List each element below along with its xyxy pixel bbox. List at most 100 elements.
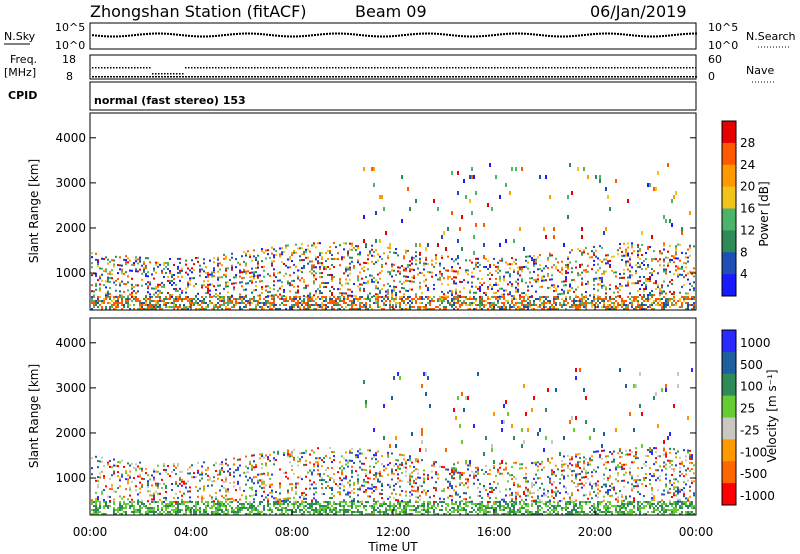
echo-cell — [425, 247, 427, 251]
echo-cell — [521, 292, 523, 295]
echo-cell — [119, 294, 121, 297]
echo-cell — [327, 507, 329, 509]
echo-cell — [517, 308, 519, 310]
echo-cell — [155, 308, 157, 310]
echo-cell — [359, 448, 361, 451]
echo-cell — [375, 488, 377, 491]
echo-cell — [255, 270, 257, 273]
echo-cell — [167, 464, 169, 467]
echo-cell — [455, 288, 457, 291]
echo-cell — [419, 302, 421, 304]
echo-cell — [121, 513, 123, 515]
echo-cell — [529, 296, 531, 298]
echo-cell — [573, 278, 575, 281]
echo-cell — [605, 270, 607, 273]
echo-cell — [375, 501, 377, 503]
echo-cell — [633, 298, 635, 300]
echo-cell — [217, 501, 219, 503]
echo-cell — [129, 501, 131, 503]
echo-cell — [645, 252, 647, 255]
freq-point — [551, 67, 553, 69]
echo-cell — [265, 300, 267, 302]
echo-cell — [569, 289, 571, 292]
echo-cell — [585, 283, 587, 286]
echo-cell — [151, 287, 153, 290]
echo-cell — [371, 308, 373, 310]
echo-cell — [163, 462, 165, 465]
echo-cell — [501, 306, 503, 308]
echo-cell — [95, 491, 97, 494]
echo-cell — [591, 256, 593, 259]
echo-cell — [233, 481, 235, 484]
echo-cell — [173, 496, 175, 499]
echo-cell — [593, 279, 595, 282]
beam-title: Beam 09 — [355, 2, 427, 21]
echo-cell — [455, 302, 457, 304]
echo-cell — [181, 509, 183, 511]
echo-cell — [171, 488, 173, 491]
echo-cell — [231, 507, 233, 509]
echo-cell — [367, 481, 369, 484]
echo-cell — [491, 285, 493, 288]
echo-cell — [427, 263, 429, 266]
freq-point — [152, 73, 154, 75]
echo-cell — [573, 306, 575, 308]
echo-cell — [243, 507, 245, 509]
echo-cell — [139, 513, 141, 515]
echo-cell — [591, 268, 593, 271]
nsky-point — [113, 35, 115, 38]
echo-cell — [203, 503, 205, 505]
echo-cell — [643, 290, 645, 293]
echo-cell — [443, 293, 445, 296]
echo-cell — [533, 262, 535, 265]
echo-cell — [295, 511, 297, 513]
echo-cell — [147, 490, 149, 493]
echo-cell — [495, 277, 497, 280]
echo-cell — [357, 456, 359, 459]
echo-cell — [167, 267, 169, 270]
echo-cell — [299, 452, 301, 455]
echo-cell — [317, 260, 319, 263]
echo-cell — [109, 280, 111, 283]
echo-cell — [381, 505, 383, 507]
echo-cell — [457, 296, 459, 298]
echo-cell — [289, 266, 291, 269]
nave-point — [311, 76, 313, 78]
echo-cell — [127, 298, 129, 300]
freq-point — [197, 67, 199, 69]
echo-cell — [349, 262, 351, 265]
echo-cell — [181, 267, 183, 270]
echo-cell — [661, 306, 663, 308]
nsky-point — [596, 32, 598, 35]
nsky-point — [350, 33, 352, 36]
echo-cell — [95, 302, 97, 304]
echo-cell — [373, 473, 375, 476]
echo-cell — [271, 489, 273, 492]
echo-cell — [351, 507, 353, 509]
echo-cell — [331, 280, 333, 283]
echo-cell — [223, 496, 225, 499]
echo-cell — [113, 302, 115, 304]
echo-cell — [417, 273, 419, 276]
nave-point — [383, 76, 385, 78]
echo-cell — [201, 268, 203, 271]
nsky-point — [512, 32, 514, 35]
echo-cell — [467, 269, 469, 272]
nave-point — [401, 76, 403, 78]
echo-cell — [151, 308, 153, 310]
echo-cell — [577, 286, 579, 289]
echo-cell — [631, 282, 633, 285]
echo-cell — [189, 466, 191, 469]
echo-cell — [433, 308, 435, 310]
echo-cell — [353, 501, 355, 503]
echo-cell — [543, 306, 545, 308]
freq-point — [392, 67, 394, 69]
echo-cell — [647, 280, 649, 283]
echo-cell — [457, 255, 459, 259]
echo-cell — [479, 269, 481, 272]
echo-cell — [439, 270, 441, 273]
echo-cell — [319, 268, 321, 271]
echo-cell — [135, 296, 137, 298]
freq-point — [176, 73, 178, 75]
echo-cell — [643, 294, 645, 297]
